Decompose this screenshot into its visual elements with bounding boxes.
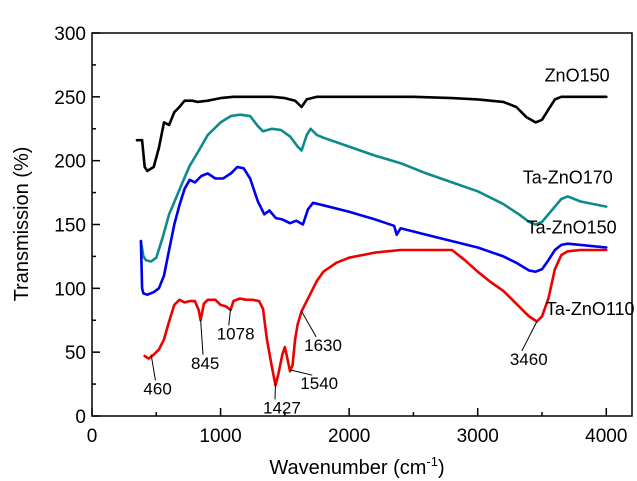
- series-label: ZnO150: [545, 66, 610, 86]
- y-axis-ticks: 0 50 100 150 200 250 300: [54, 24, 100, 428]
- series-label: Ta-ZnO110: [546, 299, 635, 319]
- x-axis-ticks: 0 1000 2000 3000 4000: [87, 408, 627, 447]
- x-tick-label: 3000: [457, 426, 499, 447]
- annotation-leader: [150, 354, 156, 381]
- x-tick-label: 4000: [585, 426, 627, 447]
- peak-label: 3460: [510, 350, 548, 369]
- annotation-leader: [521, 321, 538, 352]
- annotation-leader: [301, 311, 317, 338]
- x-tick-label: 1000: [199, 426, 241, 447]
- series-label: Ta-ZnO150: [527, 217, 617, 237]
- y-tick-label: 100: [54, 279, 86, 300]
- peak-label: 1078: [217, 324, 255, 343]
- y-tick-label: 150: [54, 216, 86, 237]
- series-line-ta-zno110: [143, 248, 608, 387]
- y-tick-label: 0: [75, 407, 86, 428]
- x-tick-label: 2000: [328, 426, 370, 447]
- peak-annotations: 460 845 1078 1427 1540 1630 3460: [143, 308, 548, 417]
- series-labels: ZnO150 Ta-ZnO170 Ta-ZnO150 Ta-ZnO110: [523, 66, 635, 320]
- x-tick-label: 0: [87, 426, 98, 447]
- annotation-leader: [228, 308, 232, 326]
- series-label: Ta-ZnO170: [523, 168, 613, 188]
- series-line-ta-zno170: [139, 113, 608, 263]
- peak-label: 1427: [263, 398, 301, 417]
- series-line-zno150: [135, 95, 608, 173]
- y-tick-label: 200: [54, 152, 86, 173]
- peak-label: 1540: [300, 374, 338, 393]
- series-line-ta-zno150: [139, 165, 608, 297]
- peak-label: 460: [143, 379, 171, 398]
- y-tick-label: 50: [65, 343, 86, 364]
- peak-label: 1630: [304, 336, 342, 355]
- y-tick-label: 250: [54, 88, 86, 109]
- annotation-leader: [200, 320, 204, 355]
- annotation-leader: [290, 369, 313, 376]
- y-axis-title: Transmission (%): [11, 147, 33, 302]
- x-axis-title: Wavenumber (cm-1): [269, 454, 444, 479]
- y-tick-label: 300: [54, 24, 86, 45]
- peak-label: 845: [191, 354, 219, 373]
- series-lines: [135, 95, 608, 387]
